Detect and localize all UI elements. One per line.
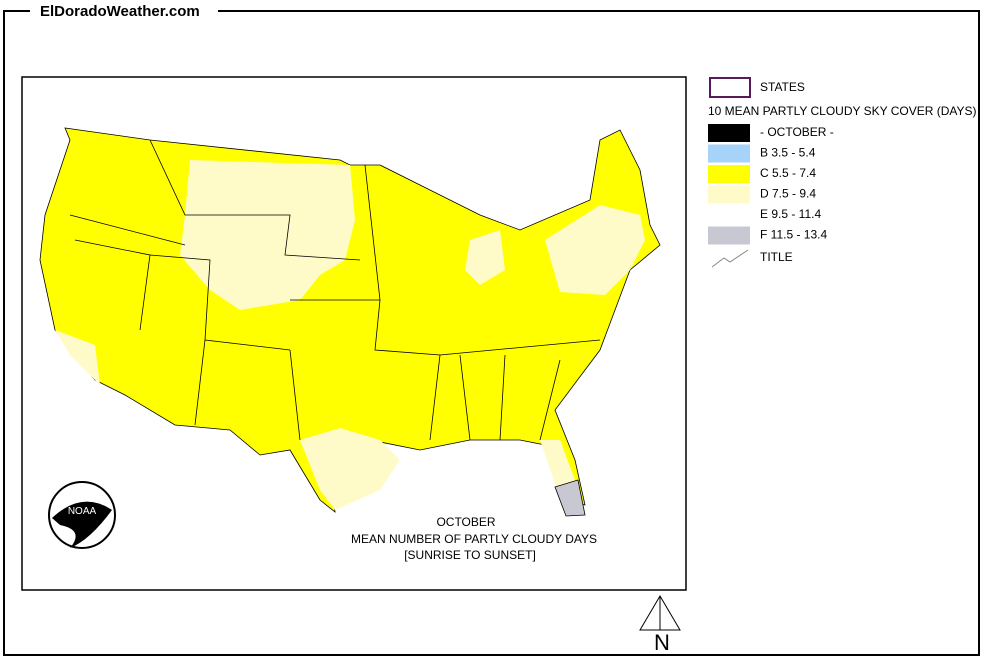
legend-label: F 11.5 - 13.4 bbox=[760, 228, 827, 242]
legend: STATES 10 MEAN PARTLY CLOUDY SKY COVER (… bbox=[708, 77, 977, 268]
legend-label: D 7.5 - 9.4 bbox=[760, 187, 816, 201]
legend-label: TITLE bbox=[760, 250, 793, 264]
legend-label: C 5.5 - 7.4 bbox=[760, 166, 816, 180]
noaa-logo: NOAA bbox=[48, 481, 116, 549]
legend-heading: 10 MEAN PARTLY CLOUDY SKY COVER (DAYS) bbox=[708, 104, 977, 118]
compass-letter: N bbox=[654, 630, 670, 655]
legend-label: STATES bbox=[760, 80, 805, 94]
legend-label: B 3.5 - 5.4 bbox=[760, 146, 816, 160]
legend-swatch bbox=[709, 77, 751, 98]
legend-swatch bbox=[708, 144, 750, 163]
region-d bbox=[55, 330, 100, 385]
caption-line: MEAN NUMBER OF PARTLY CLOUDY DAYS bbox=[351, 532, 597, 546]
legend-swatch bbox=[708, 226, 750, 245]
state-lines bbox=[69, 139, 601, 441]
legend-label: E 9.5 - 11.4 bbox=[760, 207, 821, 221]
compass: N bbox=[639, 595, 681, 655]
region-d bbox=[545, 205, 645, 295]
caption-line: OCTOBER bbox=[436, 515, 495, 529]
logo-text: NOAA bbox=[68, 506, 97, 517]
region-d bbox=[465, 230, 505, 285]
region-d bbox=[300, 428, 400, 510]
region-f bbox=[554, 479, 586, 517]
caption-line: [SUNRISE TO SUNSET] bbox=[404, 548, 536, 562]
us-map bbox=[39, 127, 661, 517]
region-d bbox=[180, 160, 355, 310]
legend-swatch bbox=[708, 165, 750, 183]
site-label-bg bbox=[30, 2, 218, 20]
site-name: ElDoradoWeather.com bbox=[40, 3, 200, 20]
legend-swatch bbox=[708, 185, 750, 204]
legend-swatch bbox=[711, 249, 749, 268]
outer-frame bbox=[3, 10, 980, 656]
legend-swatch bbox=[708, 124, 750, 142]
legend-label: - OCTOBER - bbox=[760, 125, 834, 139]
